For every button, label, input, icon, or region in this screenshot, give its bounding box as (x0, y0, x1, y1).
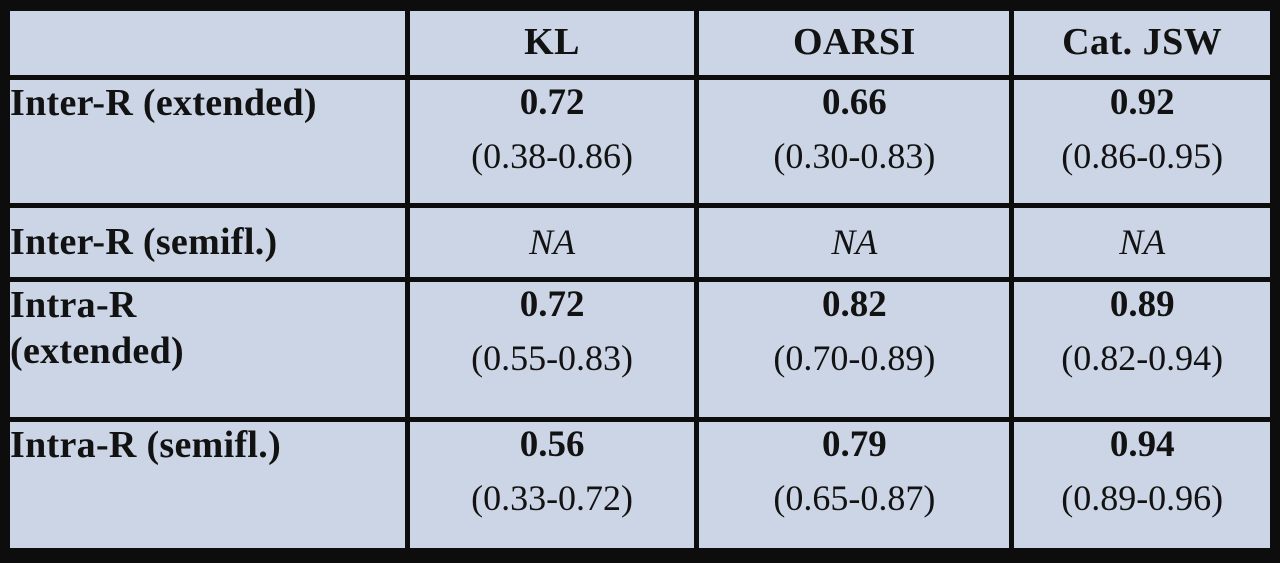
cell-inter-r-extended-oarsi: 0.66 (0.30-0.83) (694, 74, 1015, 209)
cell-inter-r-semifl-oarsi: NA (694, 203, 1015, 282)
row-label-inter-r-semifl: Inter-R (semifl.) (5, 203, 410, 282)
row-label-text: Inter-R (extended) (10, 81, 317, 124)
table-row-inter-r-semifl: Inter-R (semifl.) NA NA NA (5, 203, 1275, 282)
cell-na-value: NA (831, 221, 878, 262)
cell-intra-r-extended-oarsi: 0.82 (0.70-0.89) (694, 276, 1015, 423)
cell-inter-r-semifl-kl: NA (404, 203, 700, 282)
cell-value: 0.92 (1109, 81, 1175, 123)
cell-ci: (0.86-0.95) (1061, 135, 1224, 176)
reliability-results-table: KL OARSI Cat. JSW Inter-R (extended) 0.7… (5, 6, 1275, 553)
cell-intra-r-semifl-oarsi: 0.79 (0.65-0.87) (694, 417, 1015, 553)
cell-value: 0.56 (519, 424, 585, 466)
row-label-text: Inter-R (semifl.) (10, 221, 278, 264)
row-label-intra-r-extended: Intra-R (extended) (5, 276, 410, 423)
cell-na-value: NA (529, 221, 576, 262)
column-header-kl: KL (404, 6, 700, 80)
cell-inter-r-extended-cat-jsw: 0.92 (0.86-0.95) (1009, 74, 1275, 209)
cell-value: 0.79 (822, 424, 887, 466)
row-label-intra-r-semifl: Intra-R (semifl.) (5, 417, 410, 553)
table-row-intra-r-extended: Intra-R (extended) 0.72 (0.55-0.83) 0.82… (5, 276, 1275, 423)
row-label-text: Intra-R (semifl.) (10, 424, 282, 467)
cell-intra-r-extended-kl: 0.72 (0.55-0.83) (404, 276, 700, 423)
cell-ci: (0.65-0.87) (773, 478, 936, 519)
cell-intra-r-extended-cat-jsw: 0.89 (0.82-0.94) (1009, 276, 1275, 423)
cell-ci: (0.82-0.94) (1061, 338, 1224, 379)
table-row-inter-r-extended: Inter-R (extended) 0.72 (0.38-0.86) 0.66… (5, 74, 1275, 209)
cell-ci: (0.33-0.72) (471, 478, 634, 519)
cell-inter-r-extended-kl: 0.72 (0.38-0.86) (404, 74, 700, 209)
cell-ci: (0.30-0.83) (773, 135, 936, 176)
column-header-cat-jsw: Cat. JSW (1009, 6, 1275, 80)
cell-inter-r-semifl-cat-jsw: NA (1009, 203, 1275, 282)
cell-ci: (0.89-0.96) (1061, 478, 1224, 519)
cell-intra-r-semifl-kl: 0.56 (0.33-0.72) (404, 417, 700, 553)
table-row-intra-r-semifl: Intra-R (semifl.) 0.56 (0.33-0.72) 0.79 … (5, 417, 1275, 553)
cell-value: 0.72 (519, 283, 585, 325)
cell-ci: (0.38-0.86) (471, 135, 634, 176)
cell-ci: (0.55-0.83) (471, 338, 634, 379)
cell-value: 0.94 (1109, 424, 1175, 466)
cell-intra-r-semifl-cat-jsw: 0.94 (0.89-0.96) (1009, 417, 1275, 553)
row-label-text-line1: Intra-R (10, 283, 137, 326)
column-header-oarsi: OARSI (694, 6, 1015, 80)
cell-value: 0.82 (822, 283, 887, 325)
cell-value: 0.66 (822, 81, 887, 123)
column-header-empty (5, 6, 410, 80)
row-label-inter-r-extended: Inter-R (extended) (5, 74, 410, 209)
cell-na-value: NA (1119, 221, 1166, 262)
header-row: KL OARSI Cat. JSW (5, 6, 1275, 80)
cell-value: 0.89 (1109, 283, 1175, 325)
cell-value: 0.72 (519, 81, 585, 123)
cell-ci: (0.70-0.89) (773, 338, 936, 379)
row-label-text-line2: (extended) (10, 330, 184, 373)
